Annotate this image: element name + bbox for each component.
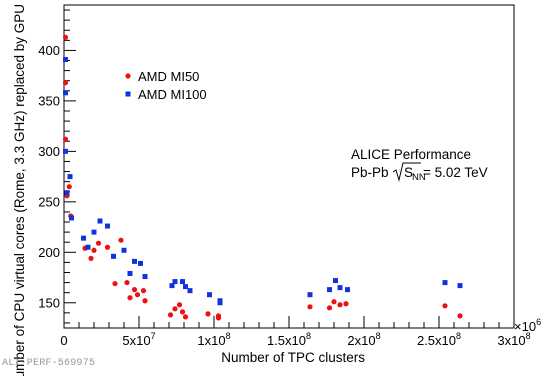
point-amd-mi50 — [62, 34, 69, 40]
x-axis-ticks: 0 5x107 1x108 1.5x108 2x108 2.5x108 3x108 — [60, 316, 531, 348]
point-amd-mi100 — [63, 90, 68, 96]
point-amd-mi50 — [104, 244, 111, 250]
x-axis-multiplier: ×106 — [514, 317, 541, 334]
point-amd-mi100 — [337, 285, 343, 291]
point-amd-mi50 — [343, 301, 349, 307]
point-amd-mi100 — [183, 284, 188, 290]
point-amd-mi50 — [88, 255, 94, 261]
point-amd-mi100 — [91, 229, 97, 235]
point-amd-mi100 — [217, 300, 223, 306]
point-amd-mi50 — [326, 305, 333, 311]
x-tick-label: 1x108 — [197, 331, 230, 348]
point-amd-mi50 — [134, 292, 141, 298]
point-amd-mi100 — [121, 247, 127, 253]
figure-id: ALI-PERF-569975 — [2, 358, 96, 369]
point-amd-mi100 — [132, 258, 137, 264]
point-amd-mi50 — [124, 279, 130, 286]
point-amd-mi100 — [97, 218, 103, 224]
data-markers — [62, 34, 463, 321]
x-tick-label: 1.5x108 — [267, 331, 311, 348]
point-amd-mi100 — [138, 260, 143, 266]
x-tick-label: 0 — [60, 333, 67, 348]
point-amd-mi100 — [169, 283, 175, 289]
point-amd-mi50 — [172, 306, 178, 312]
annotation-line-1: ALICE Performance — [351, 147, 471, 162]
point-amd-mi50 — [182, 314, 189, 320]
point-amd-mi50 — [215, 315, 222, 321]
point-amd-mi100 — [307, 292, 313, 298]
y-tick-label: 200 — [38, 245, 60, 260]
point-amd-mi50 — [91, 247, 97, 253]
point-amd-mi50 — [307, 304, 313, 310]
point-amd-mi100 — [63, 57, 68, 63]
point-amd-mi100 — [333, 278, 338, 284]
annotation-sqrt-sub: NN — [412, 172, 426, 183]
point-amd-mi50 — [127, 295, 133, 301]
point-amd-mi100 — [81, 235, 86, 241]
legend-label-mi100: AMD MI100 — [138, 87, 207, 102]
legend-label-mi50: AMD MI50 — [138, 69, 199, 84]
point-amd-mi100 — [85, 244, 91, 250]
point-amd-mi50 — [457, 313, 463, 319]
point-amd-mi100 — [442, 280, 448, 286]
point-amd-mi50 — [66, 184, 72, 190]
point-amd-mi100 — [180, 279, 185, 285]
point-amd-mi100 — [63, 148, 68, 154]
point-amd-mi50 — [62, 80, 69, 86]
y-tick-label: 350 — [38, 93, 60, 108]
point-amd-mi50 — [331, 299, 337, 305]
point-amd-mi50 — [112, 280, 118, 287]
annotation-sqrt-var: S — [404, 165, 413, 180]
point-amd-mi100 — [69, 215, 74, 221]
legend-marker-mi100 — [125, 91, 131, 97]
point-amd-mi100 — [127, 270, 133, 276]
x-tick-label: 2.5x108 — [417, 331, 461, 348]
y-axis-ticks: 150 200 250 300 350 400 — [38, 9, 76, 324]
y-tick-label: 400 — [38, 43, 60, 58]
point-amd-mi50 — [205, 311, 211, 317]
y-tick-label: 250 — [38, 194, 60, 209]
point-amd-mi50 — [62, 136, 69, 142]
point-amd-mi50 — [167, 312, 174, 318]
point-amd-mi100 — [111, 253, 116, 259]
point-amd-mi50 — [95, 240, 102, 246]
point-amd-mi100 — [327, 287, 332, 293]
point-amd-mi50 — [118, 237, 124, 243]
legend-marker-mi50 — [125, 73, 131, 79]
legend: AMD MI50 AMD MI100 — [125, 69, 207, 102]
point-amd-mi100 — [142, 274, 148, 280]
y-tick-label: 150 — [38, 295, 60, 310]
point-amd-mi50 — [442, 303, 448, 309]
annotation-line-2-suffix: = 5.02 TeV — [423, 165, 488, 180]
annotation-line-2-prefix: Pb-Pb — [351, 165, 389, 180]
y-tick-label: 300 — [38, 144, 60, 159]
point-amd-mi50 — [179, 309, 186, 315]
point-amd-mi100 — [172, 279, 178, 285]
point-amd-mi50 — [337, 302, 343, 308]
point-amd-mi100 — [105, 223, 110, 229]
point-amd-mi50 — [142, 298, 148, 304]
point-amd-mi100 — [345, 287, 350, 293]
point-amd-mi100 — [67, 174, 73, 180]
point-amd-mi50 — [140, 288, 147, 294]
x-tick-label: 5x107 — [122, 331, 155, 348]
y-axis-title: Number of CPU virtual cores (Rome, 3.3 G… — [12, 4, 27, 376]
x-tick-label: 2x108 — [347, 331, 380, 348]
point-amd-mi50 — [176, 302, 183, 308]
performance-annotation: ALICE Performance Pb-Pb S NN = 5.02 TeV — [351, 147, 488, 183]
point-amd-mi50 — [131, 287, 138, 293]
point-amd-mi100 — [64, 190, 70, 196]
x-tick-label: 3x108 — [497, 331, 530, 348]
point-amd-mi100 — [457, 283, 463, 289]
point-amd-mi100 — [187, 288, 193, 294]
x-axis-title: Number of TPC clusters — [221, 350, 365, 365]
sqrt-sign — [392, 162, 421, 182]
point-amd-mi100 — [207, 292, 212, 298]
